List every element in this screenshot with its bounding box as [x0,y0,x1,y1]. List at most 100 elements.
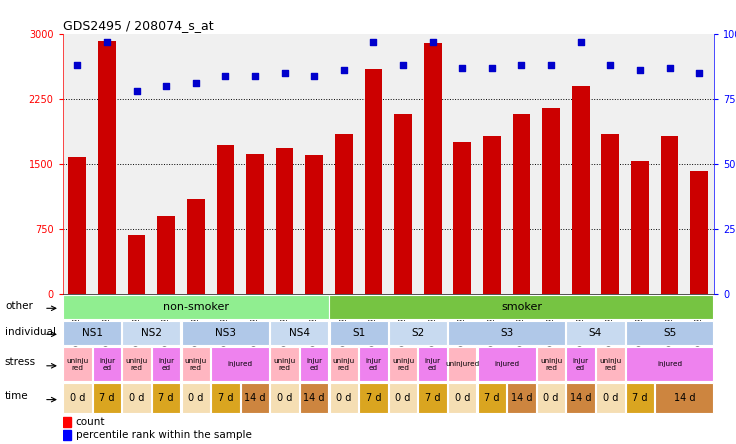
Text: NS3: NS3 [215,328,236,338]
Bar [300,383,328,413]
Bar [567,383,595,413]
Bar [158,216,175,294]
Bar [216,145,234,294]
Bar [270,348,299,381]
Bar [152,383,180,413]
Bar [631,161,648,294]
Bar [394,114,412,294]
Text: count: count [76,417,105,427]
Text: uninju
red: uninju red [185,357,207,370]
Bar [93,383,121,413]
Bar [478,348,536,381]
Bar [63,383,91,413]
Point [545,62,557,69]
Bar [661,136,679,294]
Bar [300,348,328,381]
Bar [93,348,121,381]
Text: NS2: NS2 [141,328,162,338]
Point [427,38,439,45]
Text: injur
ed: injur ed [425,357,441,370]
Point [634,67,645,74]
Text: smoker: smoker [501,302,542,312]
Bar [68,157,86,294]
Bar [419,348,447,381]
Point [249,72,261,79]
Bar [542,107,560,294]
Bar [419,383,447,413]
Text: uninju
red: uninju red [274,357,296,370]
Text: S2: S2 [411,328,425,338]
Bar [211,348,269,381]
Text: 0 d: 0 d [70,393,85,403]
Point [575,38,587,45]
Text: 7 d: 7 d [425,393,440,403]
Point [308,72,320,79]
Bar [389,348,417,381]
Bar [572,86,590,294]
Bar [389,321,447,345]
Bar [63,430,71,440]
Text: 14 d: 14 d [673,393,695,403]
Text: non-smoker: non-smoker [163,302,229,312]
Text: 0 d: 0 d [603,393,618,403]
Bar [359,383,388,413]
Bar [122,321,180,345]
Bar [127,235,146,294]
Text: 0 d: 0 d [188,393,203,403]
Bar [567,321,625,345]
Text: injur
ed: injur ed [365,357,381,370]
Text: injur
ed: injur ed [99,357,115,370]
Text: other: other [5,301,33,311]
Point [486,64,498,71]
Point [456,64,468,71]
Text: injur
ed: injur ed [158,357,174,370]
Point [160,83,172,90]
Text: 0 d: 0 d [277,393,292,403]
Bar [270,321,328,345]
Point [338,67,350,74]
Text: uninju
red: uninju red [392,357,414,370]
Text: 7 d: 7 d [158,393,174,403]
Bar [122,383,151,413]
Text: uninju
red: uninju red [66,357,88,370]
Bar [596,348,625,381]
Point [516,62,528,69]
Bar [626,321,713,345]
Bar [182,321,269,345]
Bar [63,348,91,381]
Bar [537,383,565,413]
Bar [330,295,713,319]
Bar [330,348,358,381]
Bar [537,348,565,381]
Point [190,80,202,87]
Bar [276,148,294,294]
Bar [152,348,180,381]
Point [367,38,379,45]
Text: 0 d: 0 d [543,393,559,403]
Bar [626,348,713,381]
Text: 7 d: 7 d [99,393,115,403]
Text: time: time [5,392,29,401]
Bar [335,134,353,294]
Text: 7 d: 7 d [366,393,381,403]
Text: 7 d: 7 d [218,393,233,403]
Text: uninju
red: uninju red [599,357,621,370]
Text: injur
ed: injur ed [306,357,322,370]
Text: stress: stress [5,357,36,367]
Text: NS1: NS1 [82,328,102,338]
Bar [63,321,121,345]
Bar [122,348,151,381]
Point [101,38,113,45]
Text: NS4: NS4 [289,328,310,338]
Bar [453,143,471,294]
Text: S1: S1 [352,328,365,338]
Bar [98,41,116,294]
Text: injured: injured [494,361,519,367]
Text: 14 d: 14 d [570,393,592,403]
Bar [512,114,531,294]
Point [219,72,231,79]
Bar [241,383,269,413]
Point [131,87,143,95]
Text: 0 d: 0 d [455,393,470,403]
Bar [182,348,210,381]
